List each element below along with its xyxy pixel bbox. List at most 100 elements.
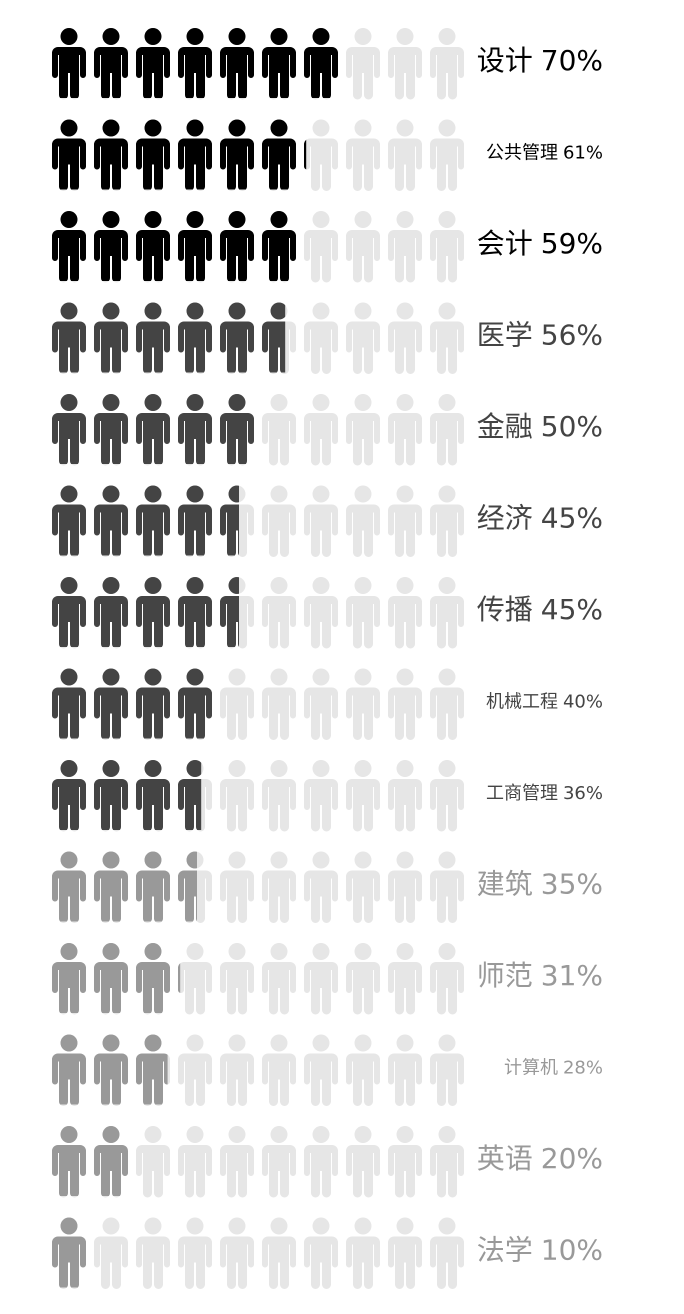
icon-empty <box>346 394 380 466</box>
icon-row <box>52 1126 464 1198</box>
icon-filled <box>178 577 212 647</box>
category-label: 英语 <box>477 1142 533 1175</box>
icon-empty <box>430 577 464 649</box>
icon-filled <box>52 28 86 98</box>
row-label: 机械工程 40% <box>486 692 603 713</box>
icon-empty <box>430 394 464 466</box>
icon-filled <box>136 760 170 830</box>
icon-filled <box>262 119 296 190</box>
icon-row <box>52 577 464 649</box>
icon-filled <box>220 211 254 281</box>
icon-row <box>52 119 464 191</box>
icon-empty <box>430 851 464 923</box>
icon-empty <box>388 851 422 923</box>
icon-empty <box>430 1217 464 1289</box>
icon-empty <box>220 1217 254 1289</box>
icon-empty <box>346 760 380 832</box>
icon-empty <box>430 1034 464 1106</box>
icon-filled <box>52 394 86 464</box>
icon-filled <box>94 668 128 739</box>
icon-filled <box>52 211 86 281</box>
icon-empty <box>262 1126 296 1198</box>
icon-filled <box>52 760 86 830</box>
row-label: 会计 59% <box>477 227 603 260</box>
value-label: 45% <box>541 593 603 626</box>
icon-empty <box>388 668 422 740</box>
icon-empty <box>346 1034 380 1106</box>
icon-empty <box>262 577 296 649</box>
icon-empty <box>304 485 338 557</box>
icon-filled <box>52 302 86 373</box>
icon-empty <box>220 760 254 832</box>
icon-empty <box>178 943 212 1015</box>
icon-filled <box>136 211 170 281</box>
category-label: 设计 <box>477 44 533 77</box>
icon-filled <box>304 28 338 98</box>
icon-empty <box>346 1217 380 1289</box>
icon-filled <box>136 302 170 373</box>
row-label: 计算机 28% <box>504 1058 603 1079</box>
value-label: 28% <box>563 1058 603 1079</box>
icon-empty <box>346 668 380 740</box>
icon-empty <box>220 1034 254 1106</box>
icon-row <box>52 1217 464 1289</box>
icon-empty <box>346 28 380 100</box>
icon-empty <box>430 1126 464 1198</box>
icon-filled <box>262 28 296 98</box>
icon-empty <box>220 943 254 1015</box>
icon-empty <box>388 577 422 649</box>
icon-filled <box>178 28 212 98</box>
icon-empty <box>430 485 464 557</box>
category-label: 法学 <box>477 1234 533 1267</box>
icon-empty <box>430 211 464 283</box>
row-label: 工商管理 36% <box>486 783 603 804</box>
row-label: 公共管理 61% <box>486 143 603 164</box>
icon-empty <box>388 1126 422 1198</box>
value-label: 10% <box>541 1234 603 1267</box>
icon-empty <box>178 1034 212 1106</box>
icon-empty <box>388 943 422 1015</box>
value-label: 35% <box>541 868 603 901</box>
icon-empty <box>262 485 296 557</box>
icon-filled <box>94 760 128 830</box>
row-label: 医学 56% <box>477 319 603 352</box>
icon-filled <box>52 485 86 556</box>
icon-filled <box>52 1034 86 1105</box>
row-label: 法学 10% <box>477 1234 603 1267</box>
icon-filled <box>94 211 128 281</box>
icon-empty <box>346 485 380 557</box>
value-label: 40% <box>563 692 603 713</box>
icon-row <box>52 28 464 100</box>
category-label: 会计 <box>477 227 533 260</box>
icon-filled <box>136 119 170 190</box>
icon-empty <box>304 943 338 1015</box>
icon-filled <box>94 119 128 190</box>
icon-empty <box>304 302 338 374</box>
icon-filled <box>220 394 254 464</box>
icon-filled <box>220 28 254 98</box>
icon-empty <box>220 1126 254 1198</box>
row-label: 传播 45% <box>477 593 603 626</box>
icon-filled <box>94 1126 128 1196</box>
icon-filled <box>94 851 128 922</box>
icon-filled <box>52 668 86 739</box>
value-label: 31% <box>541 959 603 992</box>
icon-empty <box>430 28 464 100</box>
icon-empty <box>430 943 464 1015</box>
value-label: 70% <box>541 44 603 77</box>
icon-empty <box>346 851 380 923</box>
icon-empty <box>136 1217 170 1289</box>
icon-empty <box>262 943 296 1015</box>
icon-empty <box>304 119 338 191</box>
icon-filled <box>178 119 212 190</box>
icon-filled <box>136 28 170 98</box>
icon-empty <box>178 1217 212 1289</box>
row-label: 师范 31% <box>477 959 603 992</box>
icon-empty <box>388 211 422 283</box>
value-label: 50% <box>541 410 603 443</box>
icon-row <box>52 394 464 466</box>
icon-row <box>52 668 464 740</box>
icon-empty <box>346 1126 380 1198</box>
icon-filled <box>52 1126 86 1196</box>
row-label: 经济 45% <box>477 502 603 535</box>
